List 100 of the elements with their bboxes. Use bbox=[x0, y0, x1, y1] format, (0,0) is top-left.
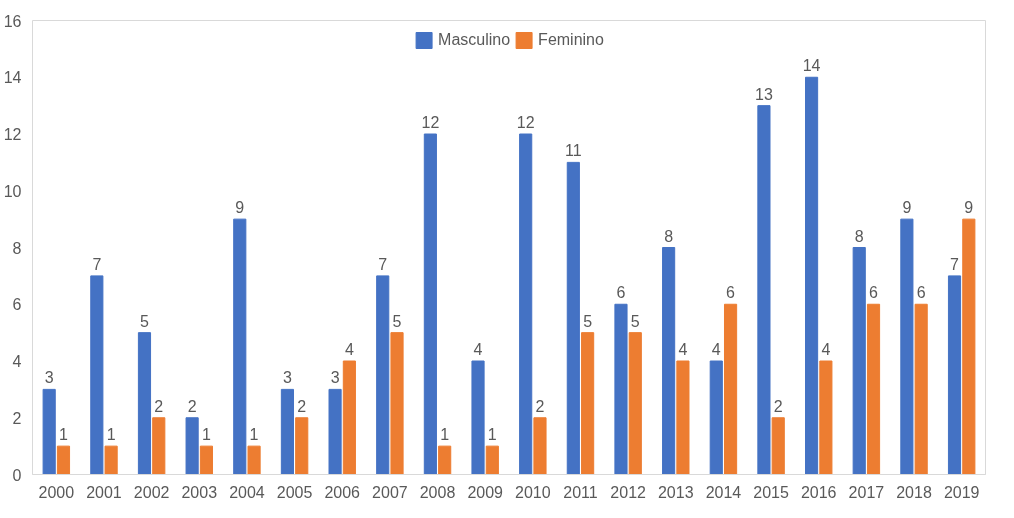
data-label: 7 bbox=[378, 255, 388, 273]
x-tick-label: 2007 bbox=[372, 483, 408, 501]
bar bbox=[628, 332, 642, 475]
x-tick-label: 2014 bbox=[705, 483, 742, 501]
bar bbox=[42, 388, 56, 475]
bar bbox=[852, 247, 866, 475]
data-label: 5 bbox=[392, 312, 402, 330]
bar bbox=[866, 303, 881, 475]
y-tick-label: 12 bbox=[3, 126, 22, 143]
x-tick-label: 2016 bbox=[800, 483, 837, 501]
x-tick-label: 2018 bbox=[896, 483, 932, 501]
data-label: 4 bbox=[821, 341, 831, 358]
x-tick-label: 2001 bbox=[86, 483, 122, 501]
data-label: 4 bbox=[473, 341, 483, 358]
data-label: 4 bbox=[344, 341, 354, 358]
data-label: 2 bbox=[187, 397, 197, 415]
bar bbox=[914, 303, 928, 475]
data-label: 1 bbox=[201, 426, 211, 444]
data-label: 3 bbox=[44, 369, 54, 387]
y-tick-label: 6 bbox=[12, 296, 22, 314]
bar bbox=[104, 445, 118, 475]
x-tick-label: 2013 bbox=[657, 483, 694, 501]
x-tick-label: 2006 bbox=[324, 483, 361, 501]
data-label: 5 bbox=[140, 312, 150, 330]
bar bbox=[757, 105, 771, 475]
bar bbox=[423, 133, 437, 475]
x-tick-label: 2011 bbox=[563, 483, 598, 501]
bar bbox=[328, 388, 342, 475]
data-label: 2 bbox=[297, 397, 307, 415]
data-label: 8 bbox=[854, 227, 864, 245]
data-label: 5 bbox=[583, 312, 593, 330]
data-label: 4 bbox=[678, 341, 688, 358]
x-tick-label: 2008 bbox=[419, 483, 456, 501]
y-tick-label: 4 bbox=[12, 353, 22, 370]
x-tick-label: 2009 bbox=[467, 483, 504, 501]
data-label: 14 bbox=[802, 57, 821, 75]
data-label: 1 bbox=[59, 426, 69, 444]
legend-label: Feminino bbox=[538, 31, 604, 49]
data-label: 8 bbox=[664, 227, 674, 245]
y-tick-label: 16 bbox=[3, 12, 22, 30]
bar bbox=[519, 133, 533, 475]
bar bbox=[390, 332, 404, 475]
data-label: 1 bbox=[249, 426, 259, 444]
x-tick-label: 2019 bbox=[943, 483, 980, 501]
data-label: 6 bbox=[916, 284, 926, 302]
y-tick-label: 0 bbox=[12, 466, 22, 484]
x-tick-label: 2002 bbox=[133, 483, 170, 501]
bar bbox=[295, 417, 309, 475]
data-label: 2 bbox=[773, 397, 783, 415]
data-label: 7 bbox=[950, 255, 960, 273]
bar bbox=[233, 218, 247, 475]
bar bbox=[724, 303, 738, 475]
bar bbox=[614, 303, 628, 475]
x-tick-label: 2003 bbox=[181, 483, 218, 501]
data-label: 11 bbox=[565, 142, 582, 160]
data-label: 2 bbox=[535, 397, 545, 415]
bar bbox=[581, 332, 595, 475]
data-label: 6 bbox=[869, 284, 879, 302]
x-tick-label: 2005 bbox=[276, 483, 313, 501]
data-label: 4 bbox=[711, 341, 721, 358]
bar bbox=[662, 247, 676, 475]
bar bbox=[247, 445, 261, 475]
bar bbox=[900, 218, 914, 475]
bar bbox=[819, 360, 833, 475]
bar bbox=[485, 445, 499, 475]
data-label: 9 bbox=[964, 199, 974, 217]
data-label: 6 bbox=[616, 284, 626, 302]
bar bbox=[805, 76, 819, 475]
data-label: 9 bbox=[235, 199, 245, 217]
x-tick-label: 2010 bbox=[515, 483, 551, 501]
data-label: 1 bbox=[440, 426, 450, 444]
bar bbox=[471, 360, 485, 475]
bar bbox=[342, 360, 356, 475]
x-tick-label: 2012 bbox=[610, 483, 647, 501]
data-label: 7 bbox=[92, 255, 102, 273]
x-tick-label: 2000 bbox=[38, 483, 75, 501]
bar bbox=[962, 218, 976, 475]
data-label: 9 bbox=[902, 199, 912, 217]
legend-label: Masculino bbox=[438, 31, 511, 49]
y-tick-label: 8 bbox=[12, 239, 22, 257]
data-label: 1 bbox=[487, 426, 497, 444]
data-label: 6 bbox=[726, 284, 736, 302]
data-label: 1 bbox=[106, 426, 116, 444]
data-label: 12 bbox=[516, 114, 535, 131]
bar bbox=[438, 445, 452, 475]
data-label: 3 bbox=[282, 369, 292, 387]
y-tick-label: 2 bbox=[12, 409, 22, 427]
data-label: 2 bbox=[154, 397, 164, 415]
y-tick-label: 10 bbox=[3, 182, 22, 200]
bar bbox=[137, 332, 152, 475]
x-tick-label: 2017 bbox=[848, 483, 885, 501]
bar bbox=[199, 445, 213, 475]
bar bbox=[676, 360, 690, 475]
bar bbox=[709, 360, 723, 475]
data-label: 13 bbox=[755, 85, 773, 103]
bar bbox=[771, 417, 785, 475]
bar bbox=[56, 445, 71, 475]
bar bbox=[533, 417, 547, 475]
bar bbox=[376, 275, 390, 475]
y-tick-label: 14 bbox=[3, 69, 22, 87]
